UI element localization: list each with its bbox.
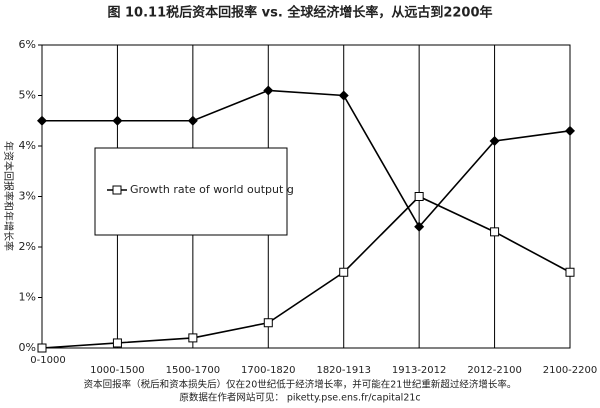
legend-box [94,147,288,236]
diamond-marker [112,115,123,126]
square-marker [188,333,198,343]
square-marker [565,267,575,277]
y-tick-label: 1% [19,291,36,304]
square-marker [112,185,122,195]
footnote: 原数据在作者网站可见： piketty.pse.ens.fr/capital21… [179,392,420,404]
square-marker [112,338,122,348]
x-tick-label: 1820-1913 [316,365,371,376]
diamond-marker [263,85,274,96]
x-tick-label: 2012-2100 [467,365,522,376]
x-tick-label: 1000-1500 [90,365,145,376]
footnote: 资本回报率（税后和资本损失后）仅在20世纪低于经济增长率，并可能在21世纪重新超… [84,379,517,391]
diamond-marker [565,125,575,136]
legend-label: Growth rate of world output g [130,183,294,196]
diamond-marker [414,221,425,232]
y-tick-label: 0% [19,341,36,354]
diamond-marker [37,115,47,126]
x-tick-label: 2100-2200 [543,365,598,376]
square-marker [37,343,47,353]
square-marker [490,227,500,237]
series-line [42,89,571,229]
x-tick-label: 1700-1820 [241,365,296,376]
x-tick-label: 0-1000 [30,355,65,366]
y-tick-label: 2% [19,240,36,253]
x-tick-label: 1913-2012 [392,365,447,376]
series-line [41,195,571,349]
square-marker [414,192,424,201]
y-tick-label: 5% [19,89,36,102]
square-marker [263,318,273,328]
chart-title: 图 10.11税后资本回报率 vs. 全球经济增长率，从远古到2200年 [107,5,492,21]
diamond-marker [489,135,500,146]
square-marker [339,267,349,277]
diamond-marker [187,115,198,126]
x-tick-label: 1500-1700 [166,365,221,376]
diamond-marker [338,90,349,101]
y-axis-label: 年资本回报率和年增长率 [2,141,15,251]
y-tick-label: 6% [19,38,36,51]
y-tick-label: 3% [19,190,36,203]
y-tick-label: 4% [19,139,36,152]
